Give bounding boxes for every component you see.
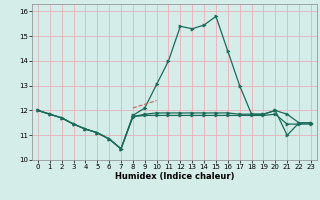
X-axis label: Humidex (Indice chaleur): Humidex (Indice chaleur)	[115, 172, 234, 181]
